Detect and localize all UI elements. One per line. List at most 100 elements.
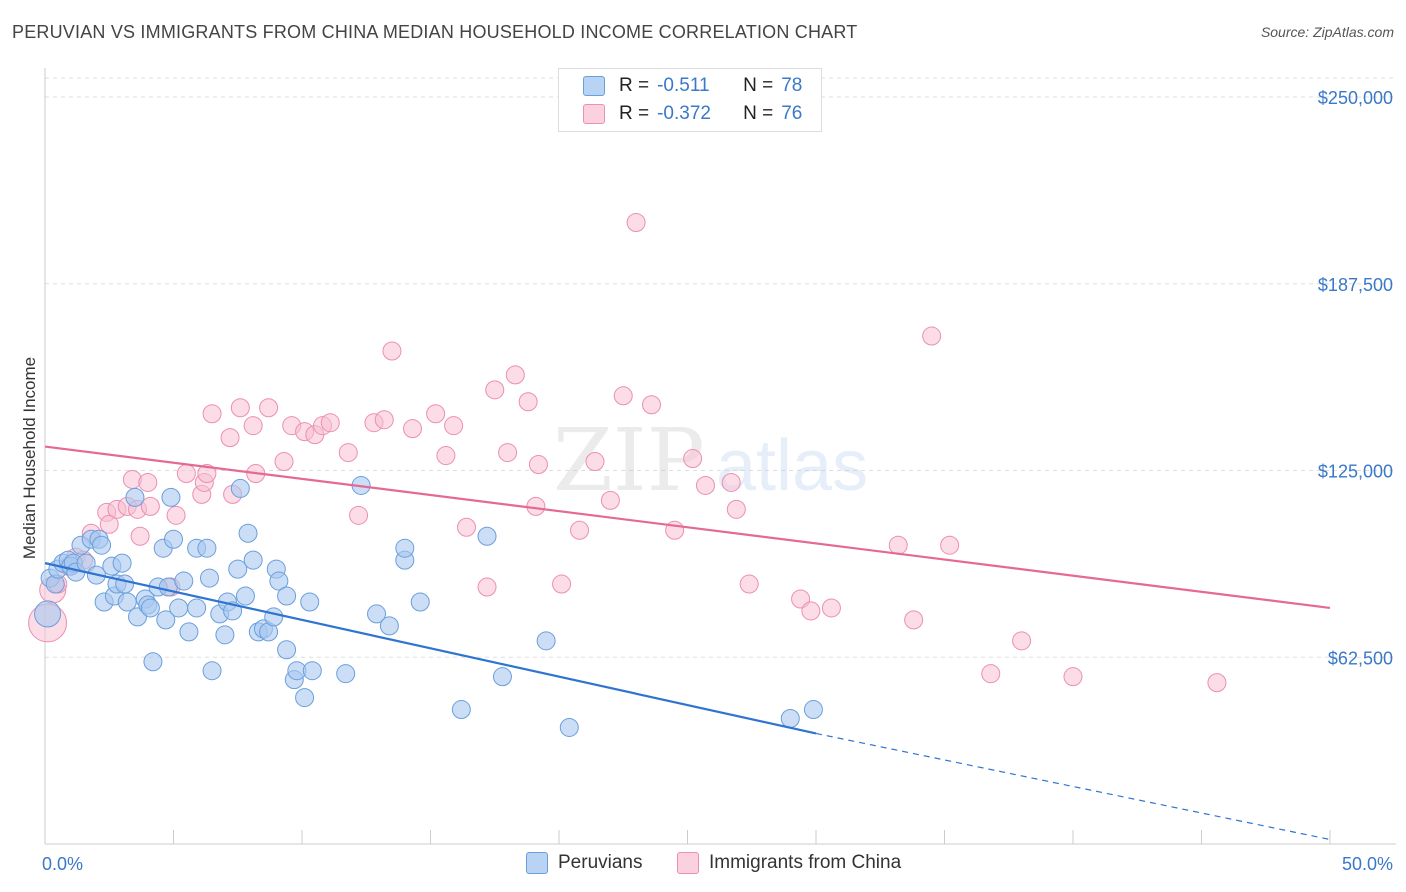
china-point <box>202 404 222 424</box>
x-tick-label: 50.0% <box>1342 854 1393 874</box>
gridlines <box>45 77 1396 658</box>
china-point <box>683 449 703 469</box>
peruvian-point <box>277 586 297 606</box>
peruvian-point <box>117 592 137 612</box>
peruvian-point <box>174 571 194 591</box>
peruvian-point <box>410 592 430 612</box>
peruvian-point <box>395 538 415 558</box>
china-point <box>444 416 464 436</box>
china-point <box>477 577 497 597</box>
china-point <box>940 535 960 555</box>
china-point <box>981 664 1001 684</box>
legend-swatch-pink <box>583 104 605 124</box>
legend-n-label: N = <box>743 75 774 96</box>
china-point <box>801 601 821 621</box>
china-point <box>821 598 841 618</box>
china-point <box>1012 631 1032 651</box>
china-point <box>600 490 620 510</box>
china-point <box>176 463 196 483</box>
legend-row-china: R = -0.372 N = 76 <box>583 101 802 127</box>
peruvian-point <box>492 667 512 687</box>
peruvian-point <box>264 607 284 627</box>
china-point <box>613 386 633 406</box>
y-axis-title: Median Household Income <box>20 357 39 559</box>
peruvian-point <box>125 487 145 507</box>
y-tick-label: $62,500 <box>1328 648 1393 668</box>
china-point <box>130 526 150 546</box>
china-point <box>197 463 217 483</box>
china-point <box>138 472 158 492</box>
bottom-legend-swatch-pink <box>677 852 699 874</box>
china-point <box>904 610 924 630</box>
peruvian-point <box>164 529 183 549</box>
peruvian-point <box>161 487 181 507</box>
peruvian-point <box>451 700 471 720</box>
china-point <box>888 535 908 555</box>
china-trend-line <box>44 445 1331 610</box>
china-point <box>726 499 746 519</box>
legend-r-value: -0.372 <box>657 103 711 124</box>
china-point <box>505 365 525 385</box>
source-label: Source: ZipAtlas.com <box>1260 24 1394 40</box>
china-point <box>528 455 548 475</box>
china-point <box>426 404 446 424</box>
china-point <box>485 380 505 400</box>
china-point <box>230 398 250 418</box>
china-point <box>274 452 294 472</box>
china-point <box>739 574 759 594</box>
china-point <box>259 398 279 418</box>
china-point <box>320 413 340 433</box>
peruvian-point <box>197 538 217 558</box>
peruvian-points <box>34 475 823 737</box>
peruvian-point <box>295 688 315 708</box>
china-point <box>721 472 741 492</box>
china-point <box>922 326 942 346</box>
bottom-legend-swatch-blue <box>526 852 548 874</box>
legend-n-label: N = <box>743 103 774 124</box>
peruvian-point <box>169 598 189 618</box>
china-point <box>122 469 142 489</box>
bottom-legend-china: Immigrants from China <box>677 852 901 874</box>
peruvian-point <box>199 568 219 588</box>
china-point <box>243 416 263 436</box>
china-point <box>140 496 160 516</box>
china-point <box>382 341 402 361</box>
peruvian-point <box>559 717 579 737</box>
peruvian-point <box>536 631 556 651</box>
china-point <box>585 452 605 472</box>
china-point <box>99 514 119 534</box>
peruvian-point <box>235 586 255 606</box>
watermark-zip: ZIP <box>553 411 705 511</box>
china-point <box>626 212 646 232</box>
peruvian-trend-line <box>44 562 817 735</box>
peruvian-point <box>277 640 297 660</box>
peruvian-point <box>92 535 112 555</box>
china-point <box>570 520 590 540</box>
legend-swatch-blue <box>583 76 605 96</box>
peruvian-point <box>115 574 135 594</box>
peruvian-point <box>336 664 356 684</box>
china-point <box>642 395 662 415</box>
bottom-legend-label: Peruvians <box>558 852 643 873</box>
peruvian-point <box>803 700 823 720</box>
legend-row-peruvians: R = -0.511 N = 78 <box>583 73 802 99</box>
bottom-legend: Peruvians Immigrants from China <box>0 852 1406 878</box>
y-tick-label: $250,000 <box>1318 88 1393 108</box>
china-point <box>374 410 394 430</box>
peruvian-point <box>34 600 62 628</box>
peruvian-point <box>230 478 250 498</box>
peruvian-point <box>228 559 248 579</box>
x-tick-label: 0.0% <box>42 854 83 874</box>
peruvian-point <box>140 598 160 618</box>
china-point <box>456 517 476 537</box>
peruvian-trend-extension <box>815 732 1331 841</box>
peruvian-point <box>269 571 289 591</box>
peruvian-point <box>179 622 199 642</box>
china-point <box>220 428 240 448</box>
peruvian-point <box>780 709 800 729</box>
china-point <box>498 443 518 463</box>
peruvian-point <box>215 625 235 645</box>
legend: R = -0.511 N = 78 R = -0.372 N = 76 <box>558 68 822 132</box>
bottom-legend-peruvians: Peruvians <box>526 852 643 874</box>
